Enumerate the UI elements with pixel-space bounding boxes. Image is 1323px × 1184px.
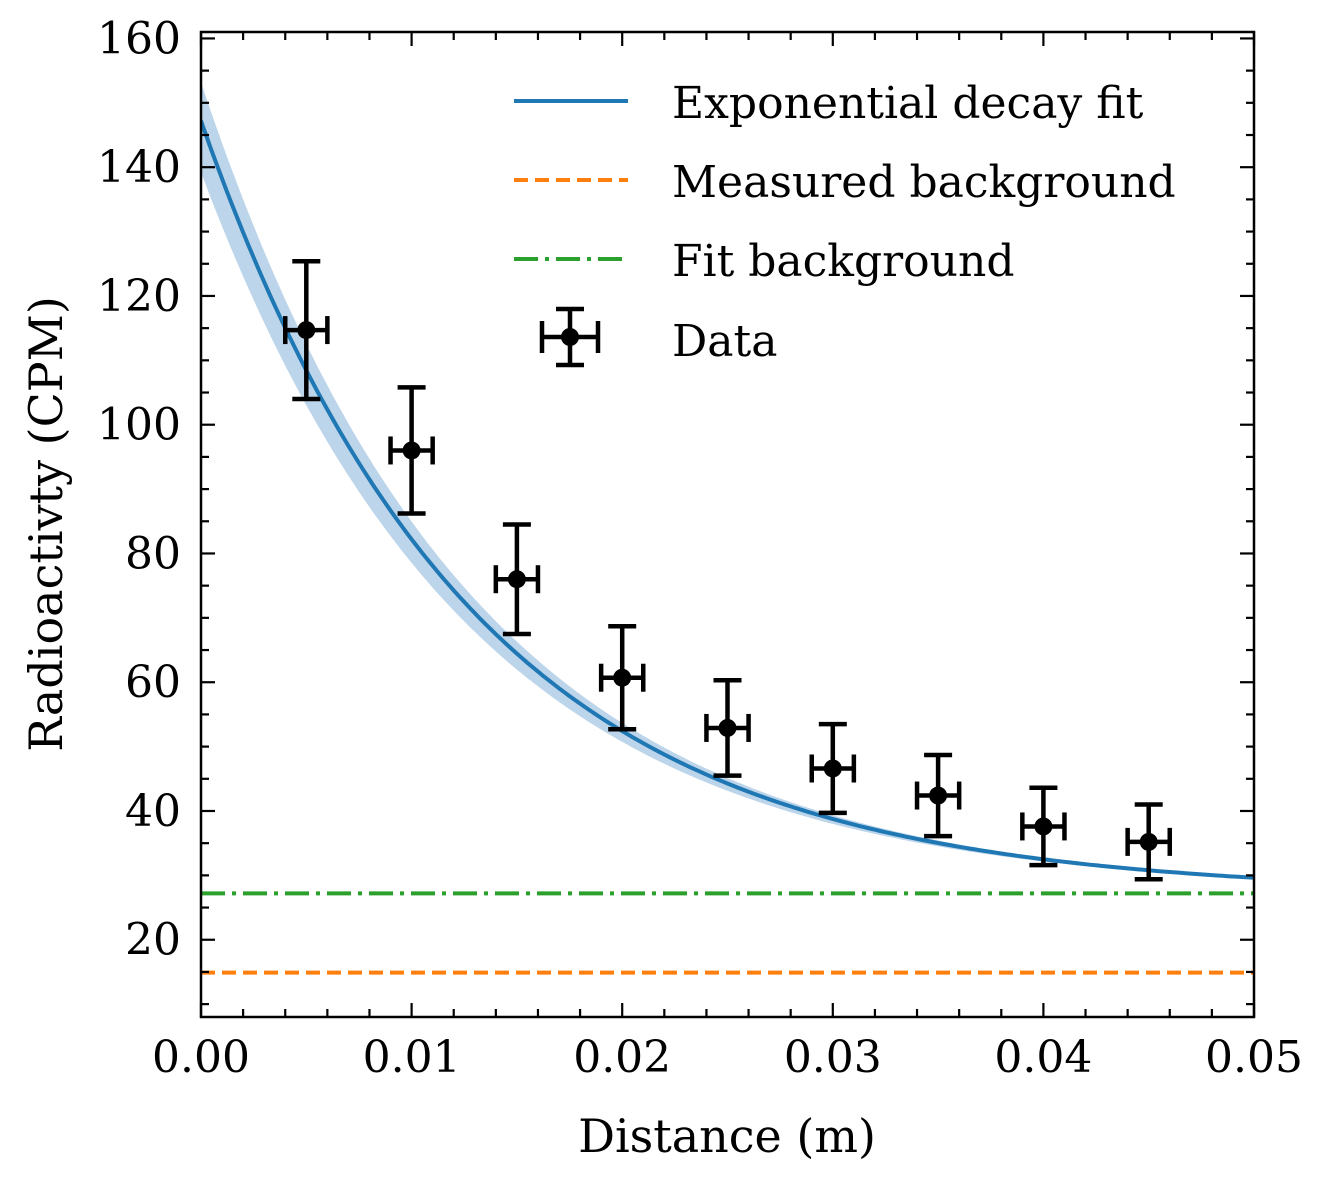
x-tick-label: 0.05 (1205, 1032, 1303, 1083)
axes-frame (199, 30, 1256, 1019)
data-point (1125, 802, 1173, 882)
legend-label-fit-background: Fit background (672, 236, 1015, 287)
data-point (704, 678, 751, 778)
data-point (282, 258, 330, 402)
y-axis-title: Radioactivty (CPM) (19, 296, 73, 752)
legend-swatch-data (539, 306, 601, 368)
legend-label-measured-background: Measured background (672, 157, 1176, 208)
legend-label-fit: Exponential decay fit (672, 78, 1144, 129)
axis-ticks (199, 32, 1256, 1017)
y-tick-label: 140 (97, 142, 181, 193)
data-point (493, 522, 541, 637)
y-tick-label: 120 (97, 271, 181, 322)
data-point (598, 623, 646, 732)
exponential-fit-line (201, 120, 1254, 880)
data-point (1020, 785, 1067, 868)
x-tick-label: 0.00 (152, 1032, 250, 1083)
data-point (388, 385, 435, 516)
y-tick-label: 20 (125, 915, 181, 966)
tick-labels: 0.00 0.01 0.02 0.03 0.04 0.05 20 40 60 80 100 120 14… (97, 13, 1303, 1083)
x-tick-label: 0.01 (363, 1032, 461, 1083)
plot-area (201, 82, 1254, 975)
y-tick-label: 100 (97, 400, 181, 451)
y-tick-label: 80 (125, 528, 181, 579)
data-point (914, 752, 962, 839)
y-tick-label: 40 (125, 786, 181, 837)
y-tick-label: 60 (125, 657, 181, 708)
x-tick-label: 0.03 (784, 1032, 882, 1083)
y-tick-label: 160 (97, 13, 181, 64)
x-tick-label: 0.04 (994, 1032, 1092, 1083)
legend-label-data: Data (672, 316, 777, 367)
x-axis-title: Distance (m) (578, 1109, 876, 1163)
x-tick-label: 0.02 (573, 1032, 671, 1083)
data-point (809, 721, 857, 816)
legend: Exponential decay fit Measured backgroun… (514, 78, 1176, 368)
